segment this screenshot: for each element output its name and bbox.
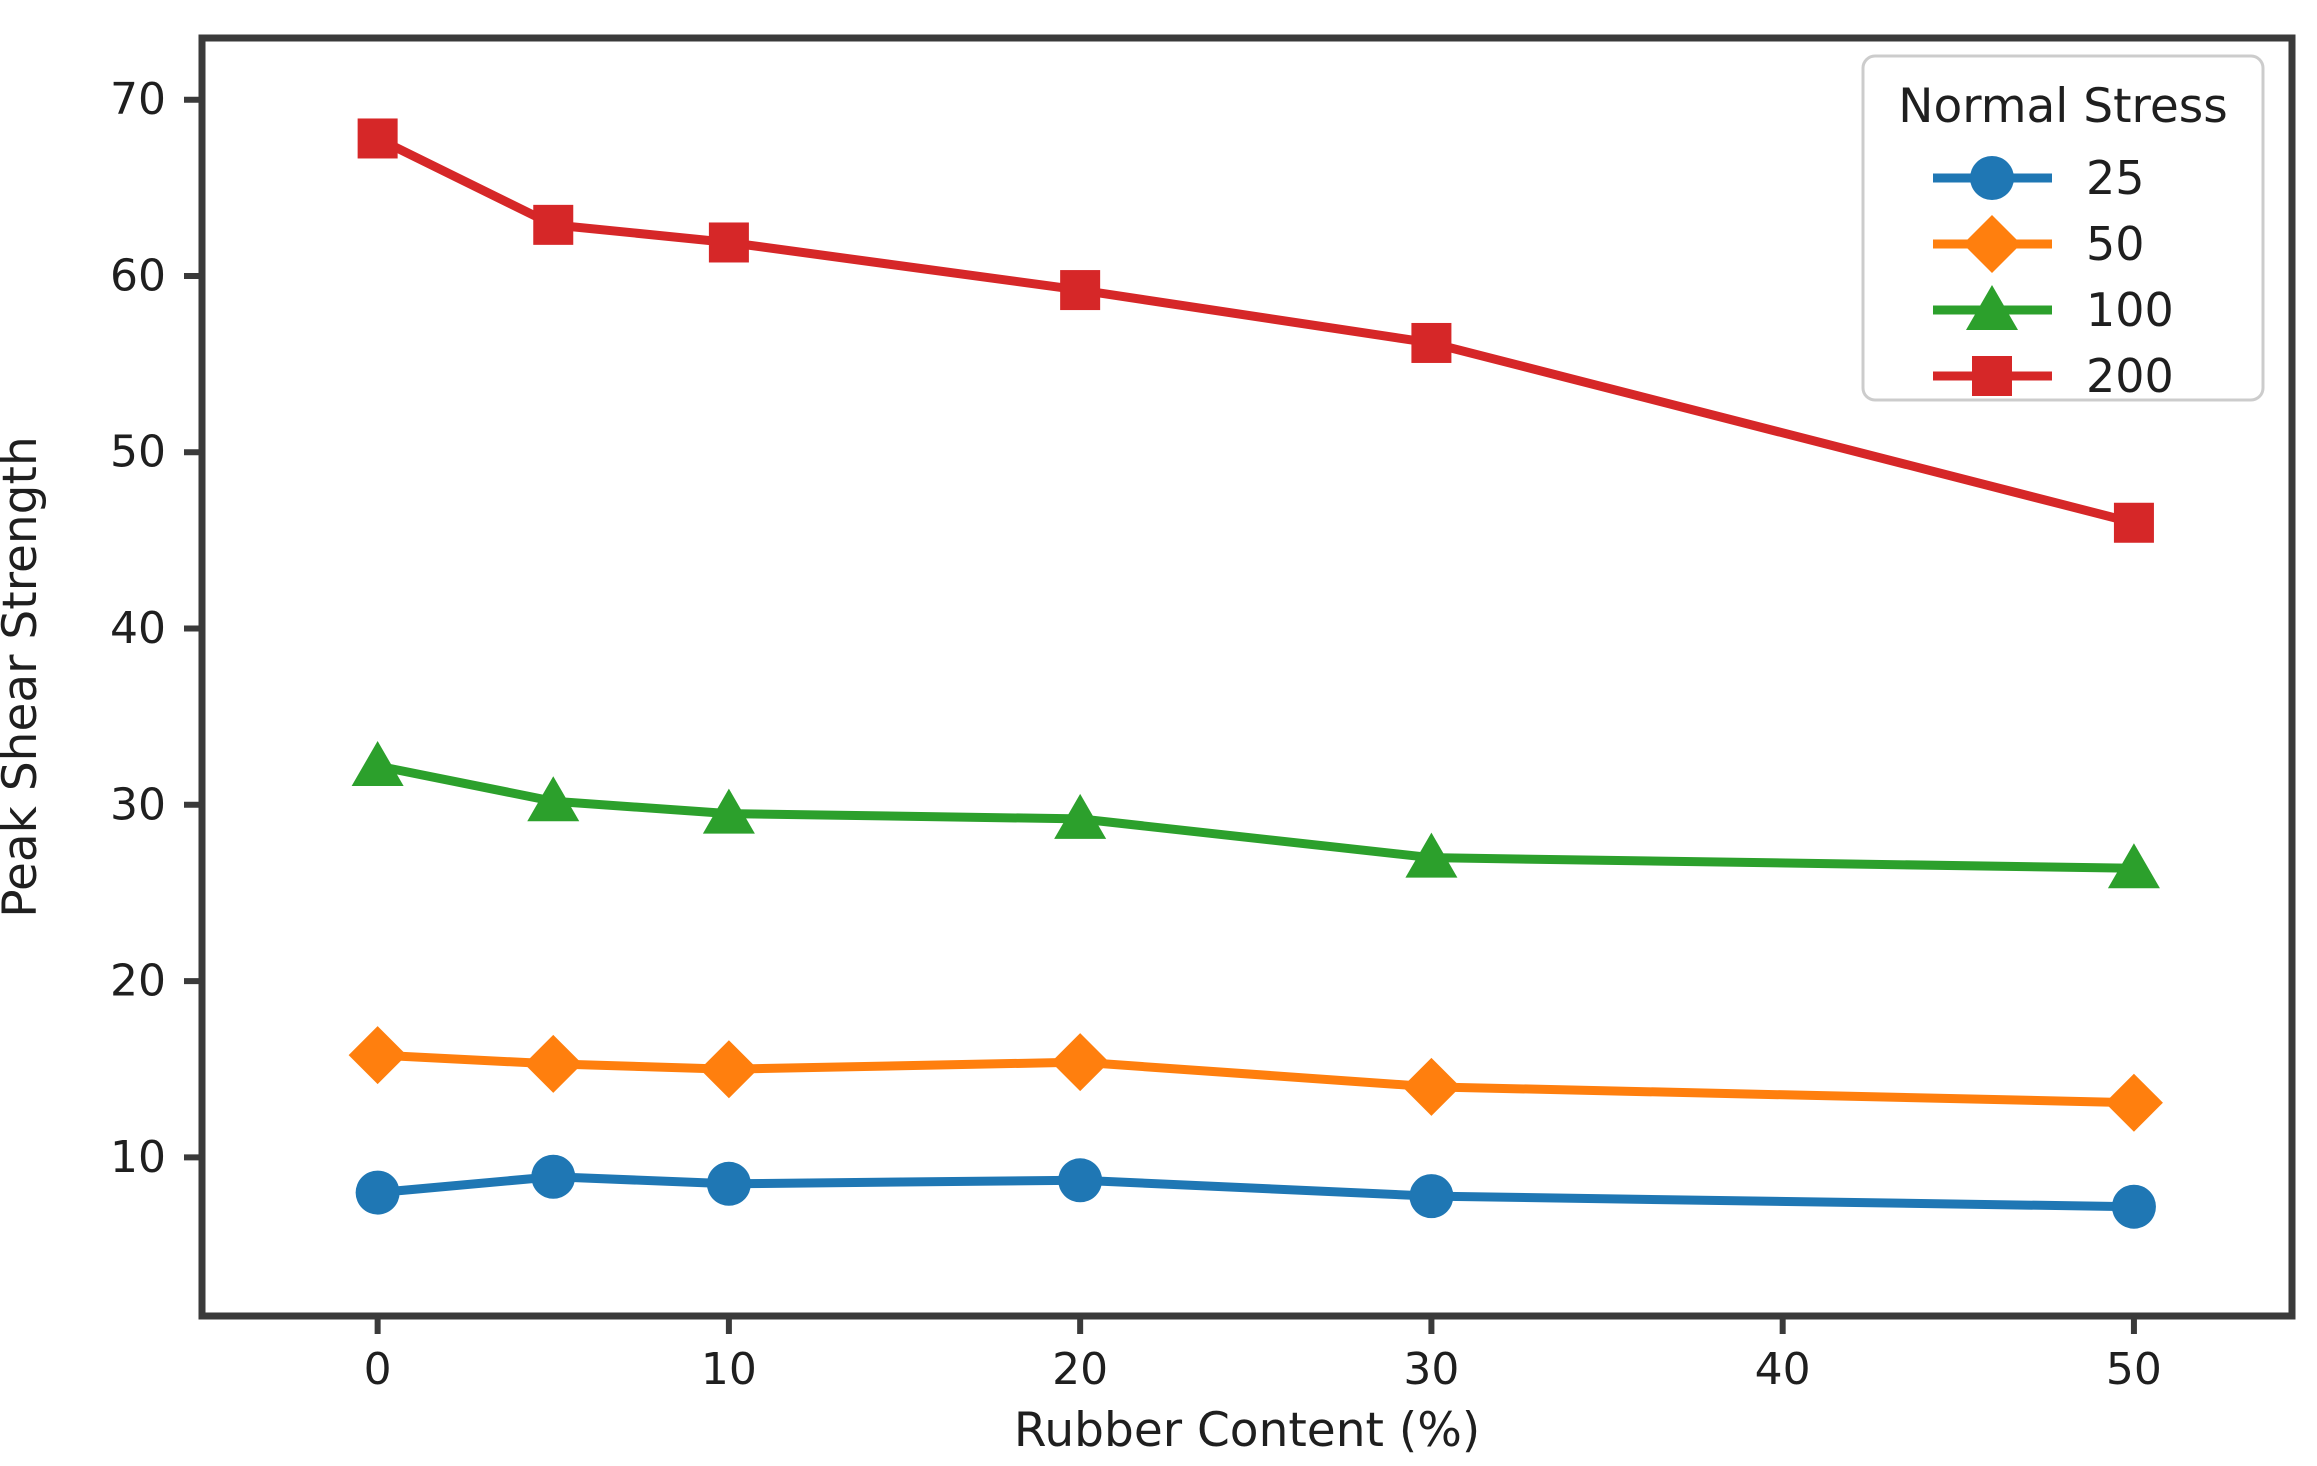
circle-marker xyxy=(355,1170,400,1215)
circle-marker xyxy=(531,1154,576,1199)
square-marker xyxy=(533,204,574,245)
series-25 xyxy=(355,1154,2156,1229)
legend-item-50: 50 xyxy=(1933,215,2145,273)
diamond-marker xyxy=(1402,1057,1461,1116)
square-marker xyxy=(1972,356,2012,396)
y-tick-label: 20 xyxy=(110,956,166,1007)
legend: Normal Stress 25 50 100 200 xyxy=(1861,54,2265,403)
triangle-marker xyxy=(702,788,755,834)
legend-label: 200 xyxy=(2086,349,2174,403)
circle-marker xyxy=(1409,1174,1454,1219)
diamond-marker xyxy=(524,1034,583,1093)
y-tick-label: 70 xyxy=(110,74,166,125)
y-tick-label: 50 xyxy=(110,427,166,478)
circle-marker xyxy=(706,1161,751,1206)
square-marker xyxy=(708,222,749,263)
square-marker xyxy=(1060,270,1101,311)
diamond-marker xyxy=(1963,215,2021,273)
series-100 xyxy=(351,741,2160,889)
y-axis-label: Peak Shear Strength xyxy=(0,436,48,917)
x-tick-label: 10 xyxy=(701,1344,757,1395)
y-tick-label: 40 xyxy=(110,603,166,654)
x-tick-label: 40 xyxy=(1755,1344,1811,1395)
x-tick-label: 20 xyxy=(1052,1344,1108,1395)
legend-label: 25 xyxy=(2086,151,2145,205)
legend-item-200: 200 xyxy=(1933,349,2174,403)
diamond-marker xyxy=(1051,1033,1110,1092)
legend-label: 50 xyxy=(2086,217,2145,271)
series-200-line xyxy=(373,133,2139,528)
y-tick-label: 30 xyxy=(110,779,166,830)
triangle-marker xyxy=(2107,843,2160,889)
legend-item-100: 100 xyxy=(1933,283,2174,337)
diamond-marker xyxy=(699,1040,758,1099)
series-25-line xyxy=(373,1172,2139,1212)
square-marker xyxy=(1411,322,1452,363)
triangle-marker xyxy=(351,741,404,787)
triangle-marker xyxy=(1405,832,1458,878)
square-marker xyxy=(2113,502,2154,543)
circle-marker xyxy=(1970,156,2014,200)
diamond-marker xyxy=(348,1026,407,1085)
square-marker xyxy=(357,118,398,159)
legend-label: 100 xyxy=(2086,283,2174,337)
legend-title: Normal Stress xyxy=(1898,79,2227,134)
circle-marker xyxy=(1058,1158,1103,1203)
triangle-marker xyxy=(1966,285,2018,330)
triangle-marker xyxy=(527,776,580,822)
series-50-line xyxy=(373,1050,2139,1108)
series-50 xyxy=(348,1026,2163,1132)
legend-item-25: 25 xyxy=(1933,151,2145,205)
y-tick-label: 60 xyxy=(110,250,166,301)
plot-area-border xyxy=(198,34,2296,1320)
series-200 xyxy=(357,118,2154,543)
x-axis-label: Rubber Content (%) xyxy=(1014,1403,1480,1458)
x-tick-label: 30 xyxy=(1403,1344,1459,1395)
series-100-line xyxy=(373,761,2139,873)
x-tick-label: 50 xyxy=(2106,1344,2162,1395)
y-tick-label: 10 xyxy=(110,1132,166,1183)
x-tick-label: 0 xyxy=(364,1344,392,1395)
circle-marker xyxy=(2111,1184,2156,1229)
diamond-marker xyxy=(2104,1073,2163,1132)
triangle-marker xyxy=(1054,793,1107,839)
